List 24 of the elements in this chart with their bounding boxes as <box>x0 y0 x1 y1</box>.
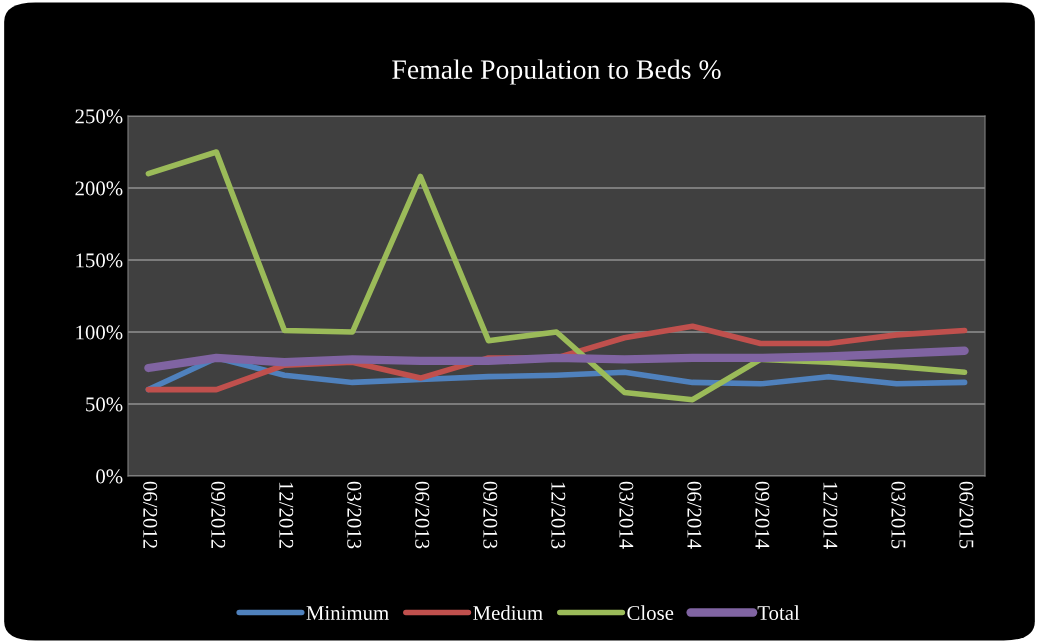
x-tick-label: 12/2014 <box>823 482 838 549</box>
x-tick-label: 09/2013 <box>483 481 498 549</box>
y-tick-label: 50% <box>86 397 123 412</box>
x-tick-label: 03/2013 <box>347 481 362 549</box>
x-tick-label: 03/2014 <box>619 481 634 549</box>
legend-label: Total <box>757 605 800 621</box>
x-tick-label: 12/2012 <box>279 482 294 548</box>
x-tick-label: 09/2014 <box>755 481 770 549</box>
legend-label: Medium <box>473 605 543 621</box>
x-tick-label: 06/2015 <box>959 481 974 549</box>
x-tick-label: 09/2012 <box>211 481 226 548</box>
x-tick-label: 06/2013 <box>415 481 430 549</box>
y-tick-label: 150% <box>76 253 123 268</box>
y-tick-label: 0% <box>96 469 123 484</box>
legend-label: Close <box>627 605 674 621</box>
x-tick-label: 03/2015 <box>891 481 906 549</box>
y-tick-label: 100% <box>76 325 123 340</box>
y-tick-label: 250% <box>75 109 123 124</box>
x-tick-label: 06/2014 <box>687 481 702 549</box>
y-tick-label: 200% <box>75 181 123 196</box>
legend-label: Minimum <box>306 606 389 621</box>
chart-title: Female Population to Beds % <box>392 59 721 85</box>
x-tick-label: 12/2013 <box>551 482 566 549</box>
x-tick-label: 06/2012 <box>143 481 158 548</box>
